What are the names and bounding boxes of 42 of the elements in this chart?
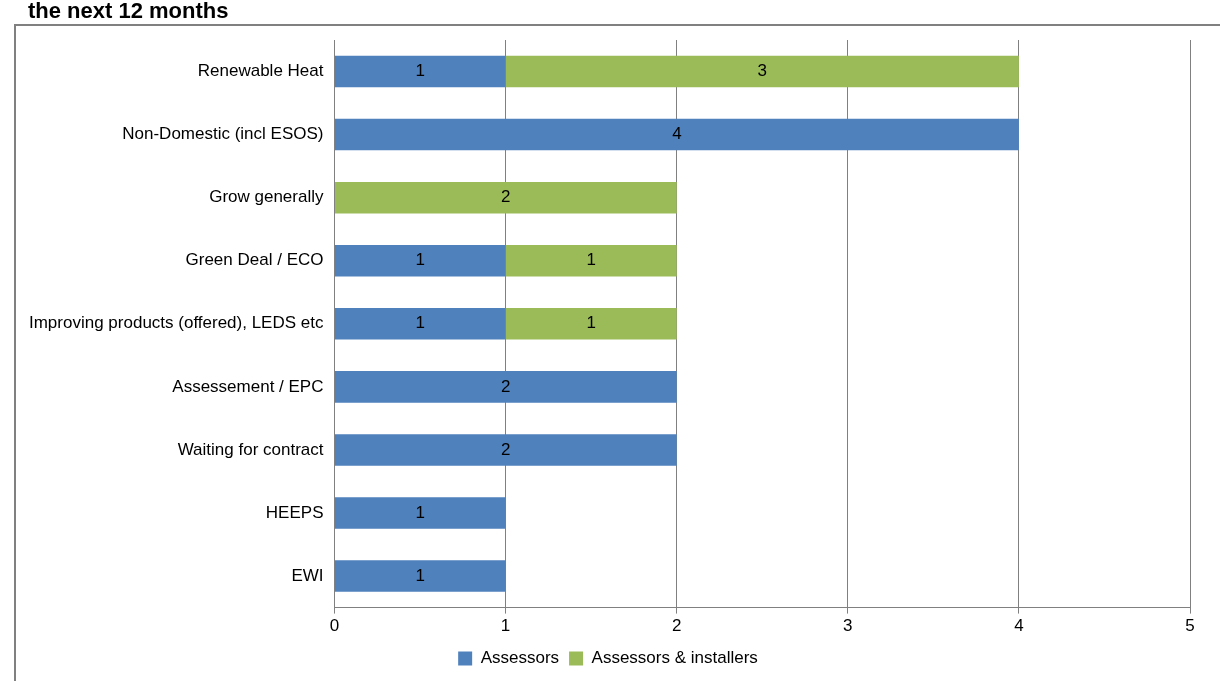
x-tick-label: 0 — [329, 616, 340, 636]
y-tick-label: HEEPS — [265, 502, 324, 522]
bar — [334, 497, 506, 529]
data-label: 4 — [672, 124, 682, 144]
y-tick-label: Assessement / EPC — [172, 376, 324, 396]
bar — [334, 118, 1019, 151]
data-label: 1 — [586, 313, 596, 333]
data-label: 1 — [415, 250, 426, 270]
bar — [505, 55, 1019, 88]
data-label: 2 — [501, 439, 511, 459]
y-tick-label: Renewable Heat — [197, 61, 324, 81]
y-tick-label: Non-Domestic (incl ESOS) — [122, 124, 324, 144]
bar — [334, 181, 677, 214]
bar — [334, 560, 506, 592]
x-tick-label: 5 — [1185, 616, 1195, 636]
data-label: 1 — [415, 61, 426, 81]
text: the next 12 months — [28, 0, 229, 23]
bar — [334, 371, 677, 403]
x-tick-label: 1 — [500, 616, 511, 636]
y-tick-label: Waiting for contract — [177, 439, 324, 459]
data-label: 2 — [501, 187, 511, 207]
y-tick-label: Green Deal / ECO — [185, 250, 324, 270]
bar — [505, 308, 677, 340]
data-label: 1 — [415, 313, 426, 333]
bar — [505, 244, 677, 277]
data-label: 2 — [501, 376, 511, 396]
data-label: 1 — [586, 250, 596, 270]
bar — [334, 434, 677, 466]
x-tick-label: 4 — [1014, 616, 1024, 636]
data-label: 1 — [415, 502, 426, 522]
y-tick-label: Grow generally — [209, 187, 324, 207]
data-label: 3 — [757, 61, 767, 81]
data-label: 1 — [415, 565, 426, 585]
legend-label: Assessors — [480, 648, 560, 668]
y-tick-label: Improving products (offered), LEDS etc — [28, 313, 324, 333]
x-tick-label: 3 — [843, 616, 853, 636]
bar — [334, 55, 506, 88]
bar — [334, 244, 506, 277]
y-tick-label: EWI — [291, 565, 324, 585]
bar — [334, 308, 506, 340]
legend-label: Assessors & installers — [591, 648, 758, 668]
x-tick-label: 2 — [671, 616, 682, 636]
